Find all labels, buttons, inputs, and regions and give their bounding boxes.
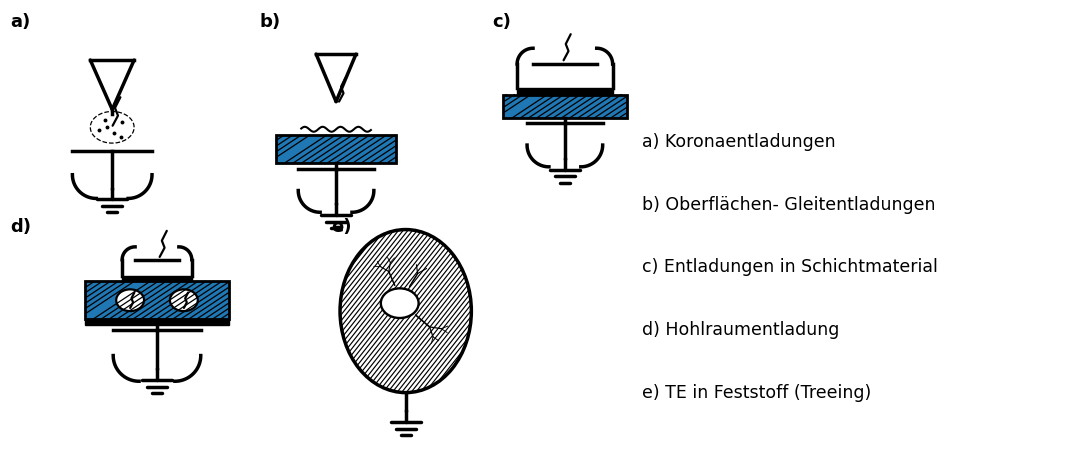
- Bar: [517, 88, 612, 94]
- Text: c) Entladungen in Schichtmaterial: c) Entladungen in Schichtmaterial: [643, 258, 937, 276]
- Text: e) TE in Feststoff (Treeing): e) TE in Feststoff (Treeing): [643, 384, 872, 402]
- Bar: [85, 319, 229, 325]
- Bar: [503, 94, 626, 118]
- Ellipse shape: [117, 290, 144, 311]
- Text: b) Oberflächen- Gleitentladungen: b) Oberflächen- Gleitentladungen: [643, 196, 935, 213]
- Ellipse shape: [340, 229, 471, 392]
- Text: d): d): [11, 218, 31, 236]
- Bar: [276, 135, 395, 163]
- Bar: [503, 94, 626, 118]
- Bar: [503, 94, 626, 118]
- Bar: [85, 282, 229, 319]
- Text: a): a): [11, 14, 31, 31]
- Bar: [85, 282, 229, 319]
- Text: b): b): [259, 14, 281, 31]
- Bar: [85, 282, 229, 319]
- Ellipse shape: [170, 290, 198, 311]
- Text: a) Koronaentladungen: a) Koronaentladungen: [643, 133, 836, 151]
- Bar: [276, 135, 395, 163]
- Ellipse shape: [381, 289, 419, 318]
- Bar: [122, 275, 192, 282]
- Text: e): e): [332, 218, 352, 236]
- Text: d) Hohlraumentladung: d) Hohlraumentladung: [643, 321, 839, 339]
- Bar: [276, 135, 395, 163]
- Text: c): c): [492, 14, 511, 31]
